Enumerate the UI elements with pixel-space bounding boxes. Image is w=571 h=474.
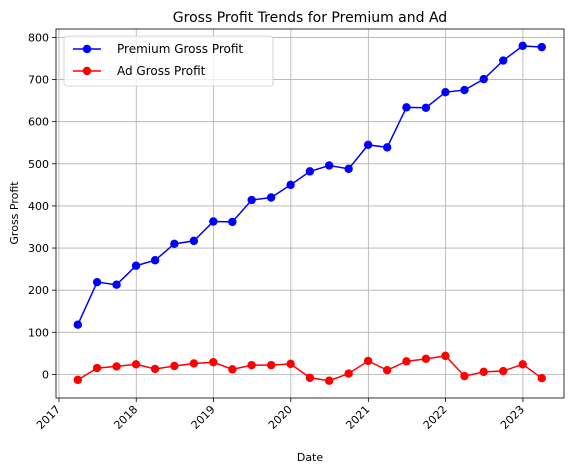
series-0 bbox=[73, 41, 546, 329]
data-point bbox=[73, 375, 83, 385]
data-point bbox=[344, 369, 353, 378]
data-point bbox=[170, 239, 179, 249]
data-point bbox=[421, 103, 431, 112]
legend-box bbox=[63, 35, 274, 87]
data-point bbox=[131, 261, 141, 270]
y-axis: 0 100 200 300 400 500 600 700 800 bbox=[28, 31, 56, 381]
y-tick-label: 200 bbox=[28, 284, 49, 297]
data-point bbox=[266, 360, 276, 370]
legend-item: Ad Gross Profit bbox=[73, 64, 206, 78]
data-point bbox=[460, 85, 469, 95]
data-point bbox=[499, 56, 508, 65]
legend-label: Ad Gross Profit bbox=[117, 64, 206, 78]
data-point bbox=[73, 320, 83, 329]
data-point bbox=[305, 167, 315, 176]
data-point bbox=[209, 217, 218, 226]
data-point bbox=[344, 164, 353, 174]
y-axis-label: Gross Profit bbox=[8, 181, 21, 245]
plot-frame bbox=[55, 28, 565, 399]
y-tick-label: 600 bbox=[28, 116, 49, 129]
data-point bbox=[150, 256, 160, 265]
y-tick-label: 500 bbox=[28, 158, 49, 171]
data-point bbox=[92, 277, 102, 287]
data-point bbox=[421, 354, 431, 364]
series-layer bbox=[73, 41, 546, 385]
chart-title: Gross Profit Trends for Premium and Ad bbox=[173, 10, 447, 26]
y-tick-label: 0 bbox=[42, 368, 49, 381]
data-point bbox=[441, 87, 450, 97]
data-point bbox=[441, 351, 450, 361]
data-point bbox=[286, 180, 295, 190]
data-point bbox=[460, 371, 469, 381]
data-point bbox=[382, 143, 392, 152]
data-point bbox=[363, 140, 373, 150]
legend-marker bbox=[82, 44, 92, 54]
data-point bbox=[363, 356, 373, 366]
data-point bbox=[170, 361, 179, 371]
data-point bbox=[402, 357, 411, 366]
data-point bbox=[324, 376, 334, 385]
y-tick-label: 700 bbox=[28, 74, 49, 87]
data-point bbox=[305, 373, 315, 382]
data-point bbox=[479, 74, 488, 84]
data-point bbox=[112, 362, 121, 371]
data-point bbox=[209, 357, 218, 367]
y-tick-label: 100 bbox=[28, 326, 49, 339]
data-point bbox=[150, 364, 160, 374]
data-point bbox=[518, 360, 527, 369]
data-point bbox=[499, 366, 508, 376]
data-point bbox=[518, 41, 527, 51]
y-tick-label: 800 bbox=[28, 31, 49, 44]
data-point bbox=[189, 236, 199, 246]
data-point bbox=[189, 359, 199, 368]
data-point bbox=[286, 359, 295, 369]
data-point bbox=[228, 365, 237, 374]
data-point bbox=[537, 374, 546, 383]
legend-marker bbox=[82, 66, 92, 76]
data-point bbox=[247, 360, 256, 370]
data-point bbox=[479, 367, 488, 377]
data-point bbox=[131, 360, 141, 369]
legend-item: Premium Gross Profit bbox=[73, 42, 243, 56]
data-point bbox=[92, 363, 102, 373]
data-point bbox=[402, 103, 411, 112]
data-point bbox=[266, 193, 276, 202]
legend-label: Premium Gross Profit bbox=[117, 42, 243, 56]
data-point bbox=[112, 280, 121, 289]
data-point bbox=[537, 42, 546, 52]
data-point bbox=[228, 217, 237, 227]
series-1 bbox=[73, 351, 546, 385]
y-tick-label: 400 bbox=[28, 200, 49, 213]
y-tick-label: 300 bbox=[28, 242, 49, 255]
data-point bbox=[247, 195, 256, 205]
legend: Premium Gross Profit Ad Gross Profit bbox=[63, 35, 274, 87]
data-point bbox=[382, 365, 392, 375]
data-point bbox=[324, 161, 334, 170]
x-axis-label: Date bbox=[297, 451, 324, 464]
